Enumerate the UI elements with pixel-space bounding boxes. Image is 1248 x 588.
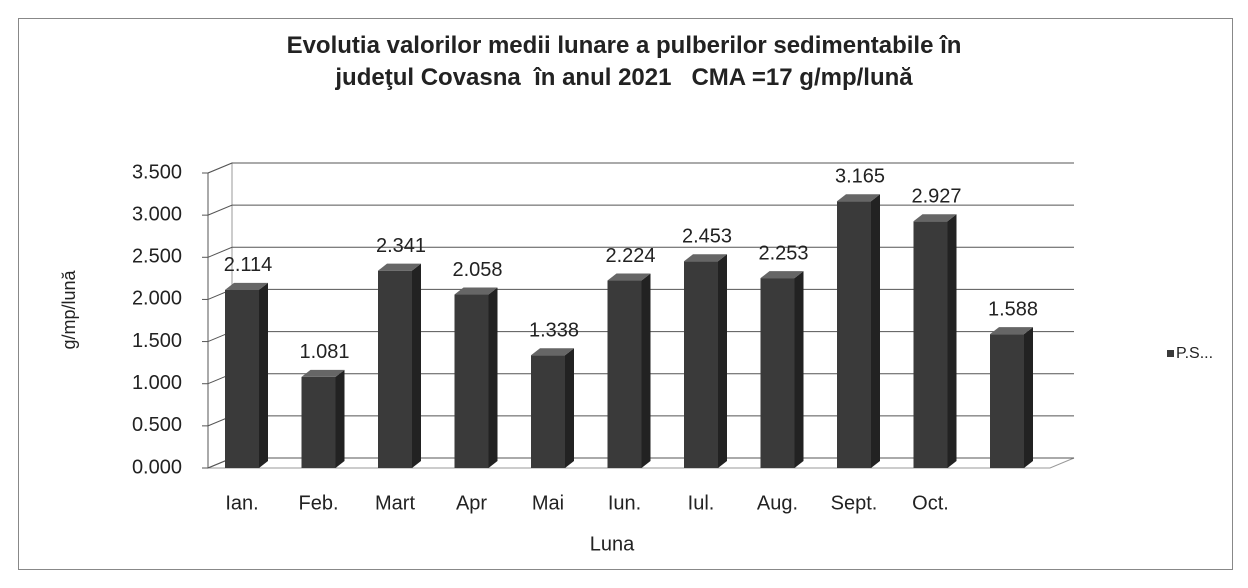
bar-top [607,273,651,281]
y-tick-label: 2.500 [132,246,182,268]
data-label: 2.341 [376,235,426,257]
legend-swatch [1167,350,1174,357]
y-tick-label: 2.000 [132,288,182,310]
data-label: 2.253 [758,242,808,264]
x-tick-label: Feb. [298,492,338,514]
bar-top [913,214,957,222]
bar-top [837,194,880,202]
bar [913,221,948,468]
data-label: 1.081 [299,341,349,363]
data-label: 2.114 [224,254,273,276]
chart-frame [18,18,1233,570]
data-label: 2.224 [605,245,655,267]
bar-side [718,254,727,468]
bar-top [301,369,345,377]
x-axis-label: Luna [590,533,635,555]
legend-label: P.S... [1176,345,1213,362]
y-tick-label: 1.000 [132,372,182,394]
data-label: 3.165 [835,166,885,188]
x-tick-label: Sept. [831,492,878,514]
y-tick-label: 0.500 [132,414,182,436]
chart-title: Evolutia valorilor medii lunare a pulber… [286,32,962,91]
x-tick-label: Aug. [757,492,798,514]
x-tick-label: Iul. [688,492,715,514]
bar-top [990,327,1033,335]
data-label: 2.058 [452,259,502,281]
bar-side [794,271,804,468]
data-label: 1.588 [988,298,1038,320]
bar-top [378,263,421,271]
bar-side [1024,327,1033,468]
bar-top [531,348,574,356]
bar [225,289,259,468]
bar [454,294,489,468]
y-tick-label: 3.000 [132,203,182,225]
bar-top [454,287,498,295]
bar-side [259,282,268,468]
bar-top [225,282,268,290]
bar [684,261,718,468]
x-tick-label: Ian. [225,492,258,514]
data-label: 2.927 [911,186,961,208]
grid-line [207,162,1074,174]
bar-side [641,273,651,468]
x-tick-label: Oct. [912,492,949,514]
bar-side [488,287,498,468]
data-label: 1.338 [529,320,579,342]
bar-top [760,271,804,279]
bar-side [335,369,345,468]
bar-side [871,194,880,468]
data-label: 2.453 [682,226,732,248]
bar-side [947,214,957,468]
bar [760,278,795,468]
bar-side [565,348,574,468]
bar [990,334,1024,468]
x-tick-label: Iun. [608,492,641,514]
bar [531,355,565,468]
y-tick-label: 0.000 [132,456,182,478]
y-tick-label: 3.500 [132,161,182,183]
x-tick-label: Mart [375,492,415,514]
bar [378,270,412,468]
x-tick-label: Apr [456,492,487,514]
y-tick-label: 1.500 [132,330,182,352]
x-tick-label: Mai [532,492,564,514]
bar-top [684,254,727,262]
grid-line [207,246,1074,258]
y-axis-label: g/mp/lună [59,269,79,349]
grid-line [207,204,1074,216]
bar [301,376,336,468]
bar-side [412,263,421,468]
bar [837,201,871,468]
bar [607,280,642,468]
